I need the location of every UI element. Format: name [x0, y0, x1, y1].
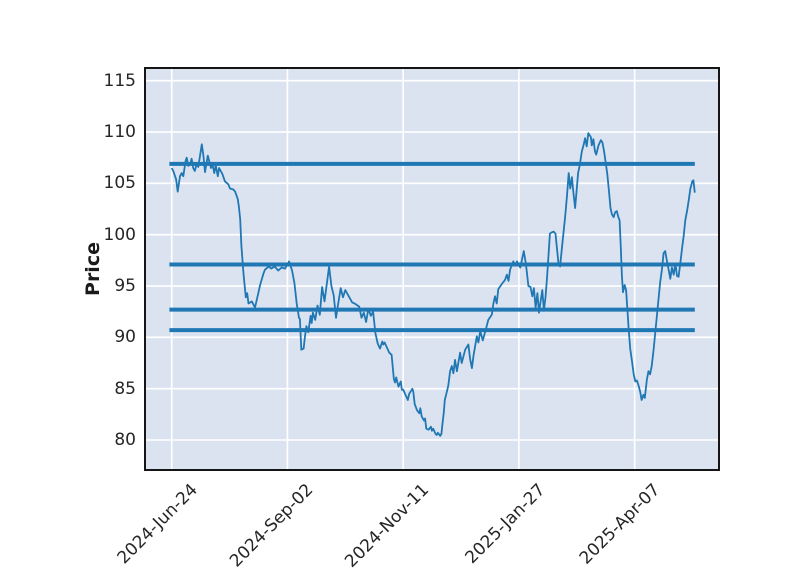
y-tick-label: 90 — [114, 327, 136, 348]
y-tick-label: 105 — [103, 173, 136, 194]
price-series-line — [170, 132, 696, 437]
y-tick-label: 85 — [114, 378, 136, 399]
y-tick-label: 115 — [103, 70, 136, 91]
price-chart-svg — [146, 69, 718, 469]
y-tick-label: 100 — [103, 224, 136, 245]
y-tick-label: 110 — [103, 122, 136, 143]
price-series — [170, 132, 696, 437]
plot-area — [144, 67, 720, 471]
level-lines — [169, 161, 695, 333]
y-tick-label: 95 — [114, 276, 136, 297]
y-tick-label: 80 — [114, 430, 136, 450]
grid-lines — [146, 69, 718, 469]
